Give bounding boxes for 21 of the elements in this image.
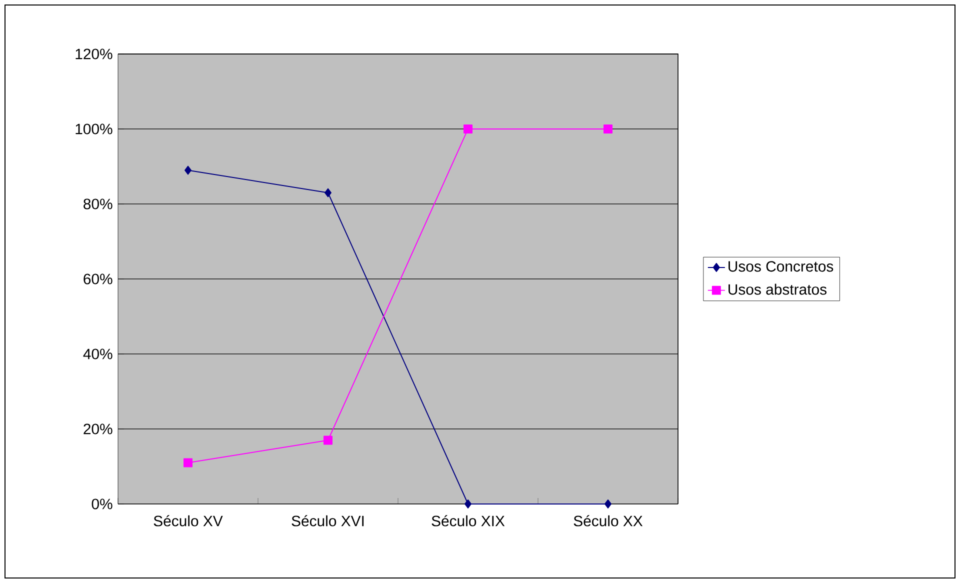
y-tick-label: 120% [76, 48, 112, 60]
legend-label: Usos abstratos [728, 284, 826, 295]
x-tick-label: Século XVI [292, 515, 364, 526]
y-tick-label: 40% [83, 348, 112, 360]
point [324, 188, 332, 198]
point [184, 458, 193, 468]
y-tick-label: 20% [84, 424, 112, 434]
legend-label: Usos Concretos [728, 261, 834, 272]
y-tick-label: 0% [92, 498, 112, 510]
x-tick-label: Século XV [154, 515, 223, 526]
y-tick-label: 60% [84, 274, 112, 284]
point [464, 124, 473, 134]
point [464, 499, 472, 508]
x-tick-label: Século XX [574, 515, 643, 526]
point [604, 124, 613, 134]
point [604, 499, 612, 508]
y-tick-label: 100% [76, 124, 112, 134]
point [324, 436, 333, 445]
y-tick-label: 80% [84, 198, 112, 210]
point [184, 166, 192, 175]
x-tick-label: Século XIX [432, 515, 505, 526]
